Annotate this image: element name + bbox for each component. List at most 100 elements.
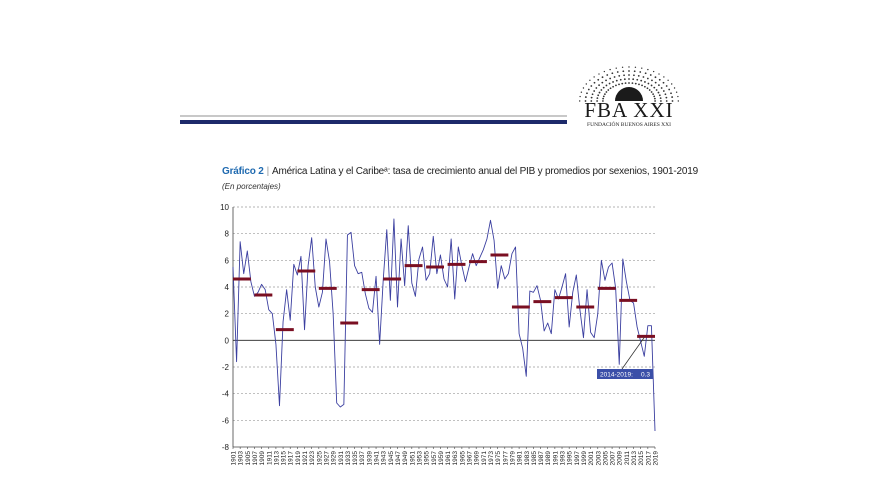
sunburst-dot [644, 72, 647, 75]
x-tick-label: 1933 [345, 451, 352, 466]
title-separator: | [266, 166, 270, 177]
x-tick-label: 1947 [395, 451, 402, 466]
sunburst-dot [602, 86, 605, 89]
sunburst-dot [623, 78, 626, 81]
x-tick-label: 1907 [252, 451, 259, 466]
sunburst-dot [580, 91, 583, 93]
x-tick-label: 1931 [338, 451, 345, 466]
sunburst-dot [591, 93, 594, 96]
x-tick-label: 1935 [352, 451, 359, 466]
sunburst-dot [623, 74, 625, 77]
sunburst-dot [648, 89, 651, 91]
y-tick-label: -6 [222, 416, 230, 425]
sunburst-dot [671, 100, 674, 102]
sunburst-dot [601, 76, 604, 79]
sunburst-dot [612, 81, 614, 83]
sunburst-dot [647, 68, 649, 71]
sunburst-dot [605, 84, 608, 87]
x-tick-label: 1943 [381, 451, 388, 466]
sunburst-dot [653, 86, 656, 89]
x-tick-label: 2015 [638, 451, 645, 466]
sunburst-dot [640, 79, 643, 82]
sunburst-dot [644, 81, 646, 83]
sunburst-dot [647, 82, 650, 85]
sunburst-dot [618, 74, 621, 77]
sunburst-dot [603, 93, 606, 96]
sunburst-dot [665, 96, 668, 99]
x-tick-label: 1929 [331, 451, 338, 466]
x-tick-label: 1965 [459, 451, 466, 466]
sunburst-dot [655, 89, 658, 91]
logo-subtitle: FUNDACIÓN BUENOS AIRES XXI [587, 122, 671, 128]
sunburst-dot [601, 81, 604, 84]
sunburst-dot [590, 100, 593, 102]
sunburst-dot [595, 87, 598, 89]
sunburst-dot [584, 96, 587, 98]
sunburst-dot [598, 91, 601, 94]
x-tick-label: 1955 [424, 451, 431, 466]
x-tick-label: 1977 [502, 451, 509, 466]
sunburst-dot [607, 89, 610, 91]
sunburst-dot [664, 93, 667, 96]
sunburst-dot [603, 70, 606, 73]
sunburst-dot [609, 68, 611, 71]
sunburst-dot [605, 91, 608, 93]
sunburst-dot [618, 83, 620, 86]
y-tick-label: 4 [225, 283, 230, 292]
sunburst-dot [579, 100, 581, 102]
x-tick-label: 1911 [266, 451, 273, 465]
sunburst-dot [593, 81, 596, 84]
x-tick-label: 1945 [388, 451, 395, 466]
x-tick-label: 1927 [323, 451, 330, 466]
x-tick-label: 2009 [617, 451, 624, 466]
sunburst-dot [579, 95, 581, 98]
sunburst-dot [628, 78, 630, 80]
sunburst-dot [634, 66, 637, 68]
sunburst-dot [596, 100, 598, 102]
sunburst-dot [619, 78, 622, 81]
sunburst-dot [631, 82, 634, 85]
sunburst-dot [624, 82, 627, 85]
x-tick-label: 2007 [610, 451, 617, 466]
x-tick-label: 1981 [517, 451, 524, 466]
sunburst-dot [654, 100, 656, 102]
sunburst-dot [605, 79, 607, 82]
sunburst-dot [642, 76, 645, 78]
annotation-value: 0.3 [641, 372, 650, 379]
sunburst-dot [677, 100, 679, 102]
x-tick-label: 1983 [524, 451, 531, 466]
sunburst-dot [677, 95, 679, 98]
sunburst-dot [658, 78, 661, 81]
y-tick-label: 2 [225, 310, 230, 319]
y-tick-label: 0 [225, 336, 230, 345]
gdp-growth-line [232, 218, 656, 432]
x-tick-label: 2011 [624, 451, 631, 465]
sunburst-dot [646, 87, 649, 90]
fba-logo: FBA XXI FUNDACIÓN BUENOS AIRES XXI [574, 62, 684, 130]
sunburst-dot [650, 84, 653, 87]
sunburst-dot [646, 77, 649, 80]
sunburst-dot [658, 73, 660, 75]
x-tick-label: 1951 [409, 451, 416, 466]
sunburst-dot [632, 78, 635, 81]
x-tick-label: 1913 [273, 451, 280, 466]
x-tick-label: 1921 [302, 451, 309, 466]
sunburst-dot [675, 91, 678, 93]
y-tick-label: 6 [225, 256, 230, 265]
annotation-text: 2014-2019: [600, 372, 633, 379]
sunburst-dot [660, 100, 662, 102]
sunburst-dot [598, 73, 600, 75]
x-tick-label: 1987 [538, 451, 545, 466]
x-tick-label: 1903 [238, 451, 245, 466]
sunburst-dot [667, 79, 669, 81]
x-tick-label: 1989 [545, 451, 552, 466]
logo-name: FBA XXI [584, 98, 674, 122]
y-tick-label: -4 [222, 390, 230, 399]
chart-title-line: Gráfico 2 | América Latina y el Caribeᵃ: t… [222, 166, 698, 177]
sunburst-dot [598, 84, 600, 87]
sunburst-dot [658, 94, 661, 97]
x-tick-label: 1967 [467, 451, 474, 466]
sunburst-dot [658, 84, 660, 87]
sunburst-dot [612, 85, 615, 88]
